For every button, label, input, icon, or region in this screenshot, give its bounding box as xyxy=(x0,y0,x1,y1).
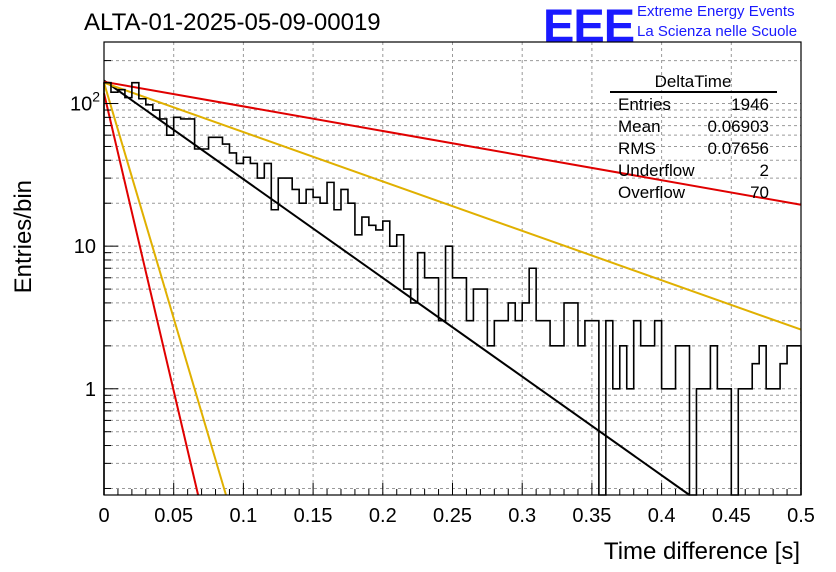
stats-value: 1946 xyxy=(731,95,769,114)
x-tick-label: 0.3 xyxy=(508,505,536,527)
stats-label: RMS xyxy=(618,139,656,158)
x-tick-labels: 0 0.05 0.1 0.15 0.2 0.25 0.3 0.35 0.4 0.45 0.5 xyxy=(98,505,814,527)
logo-subtitle-line1: Extreme Energy Events xyxy=(637,3,795,20)
x-tick-label: 0.35 xyxy=(572,505,611,527)
y-tick-labels: 1 10 102 xyxy=(70,89,100,401)
stats-label: Underflow xyxy=(618,161,695,180)
stats-value: 0.06903 xyxy=(708,117,769,136)
histogram-bars xyxy=(103,81,802,496)
x-tick-label: 0.45 xyxy=(712,505,751,527)
x-tick-label: 0.25 xyxy=(433,505,472,527)
grid-lines xyxy=(104,42,801,495)
fit-line xyxy=(103,82,227,496)
stats-value: 2 xyxy=(760,161,769,180)
y-tick-label: 10 xyxy=(74,236,96,258)
x-tick-label: 0.2 xyxy=(369,505,397,527)
histogram-step-line xyxy=(103,81,802,496)
stats-label: Entries xyxy=(618,95,671,114)
stats-name: DeltaTime xyxy=(655,72,732,91)
x-tick-label: 0.4 xyxy=(648,505,676,527)
stats-box: DeltaTime Entries 1946 Mean 0.06903 RMS 0.076… xyxy=(610,72,777,202)
eee-logo: EEE xyxy=(543,0,635,52)
chart-title: ALTA-01-2025-05-09-00019 xyxy=(84,9,381,36)
fit-line xyxy=(103,80,802,206)
x-tick-label: 0.05 xyxy=(154,505,193,527)
x-axis-title: Time difference [s] xyxy=(604,538,800,565)
y-tick-label: 1 xyxy=(85,379,96,401)
y-axis-title: Entries/bin xyxy=(10,180,37,293)
y-tick-label: 102 xyxy=(70,89,100,116)
x-tick-label: 0.1 xyxy=(229,505,257,527)
stats-value: 70 xyxy=(750,183,769,202)
logo-subtitle-line2: La Scienza nelle Scuole xyxy=(637,23,798,40)
fit-line xyxy=(103,79,691,496)
stats-label: Mean xyxy=(618,117,661,136)
stats-value: 0.07656 xyxy=(708,139,769,158)
fit-line xyxy=(103,81,802,331)
fit-line xyxy=(103,93,200,496)
stats-label: Overflow xyxy=(618,183,686,202)
axis-ticks xyxy=(103,60,802,495)
x-tick-label: 0 xyxy=(98,505,109,527)
x-tick-label: 0.15 xyxy=(294,505,333,527)
x-tick-label: 0.5 xyxy=(787,505,815,527)
